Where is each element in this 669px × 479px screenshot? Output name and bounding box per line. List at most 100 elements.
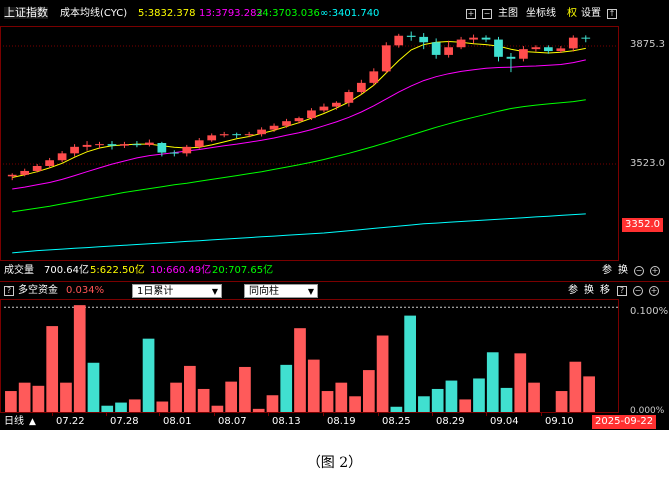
price-axis-mid: 3523.0 (630, 158, 665, 169)
fund-flow-bar (307, 359, 320, 412)
candle (70, 144, 79, 157)
period-triangle-icon[interactable]: ▲ (29, 417, 36, 427)
date-tick-mark (52, 413, 53, 416)
date-tick-mark (214, 413, 215, 416)
candle (506, 52, 516, 73)
fund-flow-bar (156, 401, 169, 412)
candle (269, 123, 279, 132)
date-tick-label: 09.04 (490, 416, 519, 427)
volume-switch-button[interactable]: 换 (618, 265, 628, 276)
candle (406, 31, 416, 41)
date-tick-label: 09.10 (545, 416, 574, 427)
candle (182, 144, 192, 157)
date-tick-label: 08.25 (382, 416, 411, 427)
candle (157, 141, 167, 157)
candle (431, 38, 441, 59)
candle (381, 42, 391, 73)
date-tick-label: 08.07 (218, 416, 247, 427)
candle (307, 108, 316, 121)
date-tick-label: 08.19 (327, 416, 356, 427)
date-tick-mark (268, 413, 269, 416)
date-tick-label: 07.22 (56, 416, 85, 427)
candle (294, 116, 304, 124)
settings-button[interactable]: 设置 (581, 8, 601, 19)
indicator-value: 0.034% (66, 285, 105, 296)
date-tick-mark (323, 413, 324, 416)
indicator-switch-button[interactable]: 换 (584, 285, 594, 296)
indicator-move-button[interactable]: 移 (600, 285, 610, 296)
fund-flow-bar (486, 352, 499, 412)
volume-zoom-in-icon[interactable]: + (650, 266, 660, 276)
question-icon[interactable]: ? (4, 286, 14, 296)
fund-flow-bar (5, 391, 17, 412)
candle (568, 35, 578, 52)
indicator-zoom-out-icon[interactable]: − (633, 286, 643, 296)
chevron-down-icon: ▼ (211, 287, 218, 296)
candle (556, 46, 566, 53)
price-axis-top: 3875.3 (630, 39, 665, 50)
chevron-down-icon: ▼ (307, 287, 314, 296)
indicator-header: ? 多空资金 0.034% 1日累计 ▼ 同向柱 ▼ 参 换 移 ? − + (0, 281, 669, 299)
period-select[interactable]: 1日累计 ▼ (132, 284, 222, 298)
fund-flow-bar (514, 353, 527, 412)
ma-line-13 (12, 59, 586, 190)
indicator-label[interactable]: 多空资金 (18, 285, 58, 296)
date-tick-label: 07.28 (110, 416, 139, 427)
period-label[interactable]: 日线 (4, 416, 24, 427)
candle (419, 33, 429, 50)
candle (344, 89, 354, 107)
candle (45, 157, 55, 168)
weight-button[interactable]: 权 (567, 8, 577, 19)
ma-line-5 (12, 40, 586, 178)
candlestick-chart (0, 26, 619, 261)
date-tick-label: 08.29 (436, 416, 465, 427)
fund-flow-bar (404, 315, 416, 412)
candle (282, 118, 291, 128)
candle (107, 141, 117, 150)
volume-ma10: 10:660.49亿 (150, 265, 212, 276)
coordinate-line-button[interactable]: 坐标线 (526, 8, 556, 19)
date-tick-mark (541, 413, 542, 416)
volume-total: 700.64亿 (44, 265, 89, 276)
ma-inf-value: ∞:3401.740 (320, 8, 380, 19)
candle (194, 138, 204, 149)
indicator-param-button[interactable]: 参 (568, 285, 578, 296)
fund-flow-bar (46, 326, 59, 412)
volume-ma20: 20:707.65亿 (212, 265, 274, 276)
index-name[interactable]: 上证指数 (4, 6, 48, 19)
volume-param-button[interactable]: 参 (602, 265, 612, 276)
volume-label[interactable]: 成交量 (4, 265, 34, 276)
indicator-name[interactable]: 成本均线(CYC) (60, 8, 128, 19)
period-select-value: 1日累计 (137, 286, 174, 297)
main-chart-button[interactable]: 主图 (498, 8, 518, 19)
fund-flow-bar (239, 366, 251, 412)
fund-flow-bar (73, 305, 86, 412)
ma34-value: 34:3703.036 (256, 8, 320, 19)
candle (332, 101, 341, 110)
volume-ma5: 5:622.50亿 (90, 265, 145, 276)
plus-icon[interactable]: + (466, 9, 476, 19)
candle (244, 131, 254, 138)
candle (257, 127, 266, 137)
fund-flow-bar-chart (0, 299, 619, 413)
candle (95, 141, 104, 149)
fund-flow-bar (555, 391, 568, 412)
candle (132, 141, 142, 148)
candle (169, 150, 179, 157)
fund-flow-bar (294, 328, 306, 412)
up-arrow-icon[interactable]: ↑ (607, 9, 617, 19)
mode-select[interactable]: 同向柱 ▼ (244, 284, 318, 298)
fund-flow-bar (266, 395, 279, 412)
candle (20, 168, 30, 177)
volume-zoom-out-icon[interactable]: − (634, 266, 644, 276)
fund-flow-bar (459, 399, 472, 412)
fund-flow-bar (349, 396, 361, 412)
indicator-zoom-in-icon[interactable]: + (649, 286, 659, 296)
volume-header: 成交量 700.64亿 5:622.50亿 10:660.49亿 20:707.… (0, 263, 669, 279)
indicator-axis-top: 0.100% (630, 306, 669, 317)
candle (519, 46, 528, 62)
date-tick-label: 08.01 (163, 416, 192, 427)
current-date: 2025-09-22 (592, 415, 657, 429)
minus-icon[interactable]: − (482, 9, 492, 19)
indicator-restore-icon[interactable]: ? (617, 286, 627, 296)
